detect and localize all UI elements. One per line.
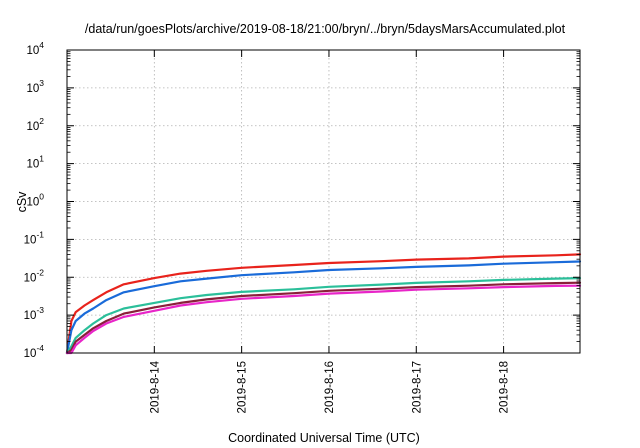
y-tick-label: 103: [26, 78, 44, 95]
series-line-3: [65, 277, 582, 355]
series-lines: [65, 253, 582, 355]
y-tick-labels: 10-4 10-3 10-2 10-1 100 101 102 103 104: [24, 40, 45, 360]
y-tick-label: 10-1: [24, 229, 45, 246]
x-tick-labels: 2019-8-14 2019-8-15 2019-8-16 2019-8-17 2019…: [149, 360, 510, 413]
series-line-4: [65, 281, 582, 355]
x-tick-label: 2019-8-15: [237, 361, 249, 413]
series-line-5: [65, 284, 582, 355]
x-axis-label: Coordinated Universal Time (UTC): [228, 431, 420, 445]
y-tick-label: 10-3: [24, 305, 45, 322]
y-axis-label: cSv: [15, 191, 29, 213]
y-tick-label: 10-4: [24, 343, 45, 360]
y-tick-label: 10-2: [24, 267, 45, 284]
x-tick-label: 2019-8-16: [324, 361, 336, 413]
y-tick-label: 101: [26, 154, 44, 171]
chart-title: /data/run/goesPlots/archive/2019-08-18/2…: [85, 22, 566, 36]
grid-lines: [67, 50, 580, 353]
series-line-1: [65, 253, 582, 355]
x-tick-label: 2019-8-18: [499, 361, 511, 413]
y-tick-label: 102: [26, 116, 44, 133]
y-tick-label: 100: [26, 192, 44, 209]
axis-ticks: [67, 49, 580, 354]
x-tick-label: 2019-8-14: [149, 360, 161, 413]
x-tick-label: 2019-8-17: [411, 361, 423, 413]
y-tick-label: 104: [26, 40, 44, 57]
series-line-2: [65, 260, 582, 355]
